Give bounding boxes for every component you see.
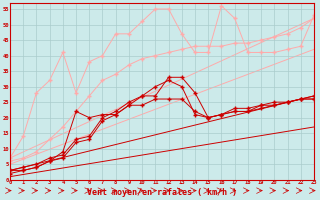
X-axis label: Vent moyen/en rafales ( km/h ): Vent moyen/en rafales ( km/h )	[87, 188, 237, 197]
